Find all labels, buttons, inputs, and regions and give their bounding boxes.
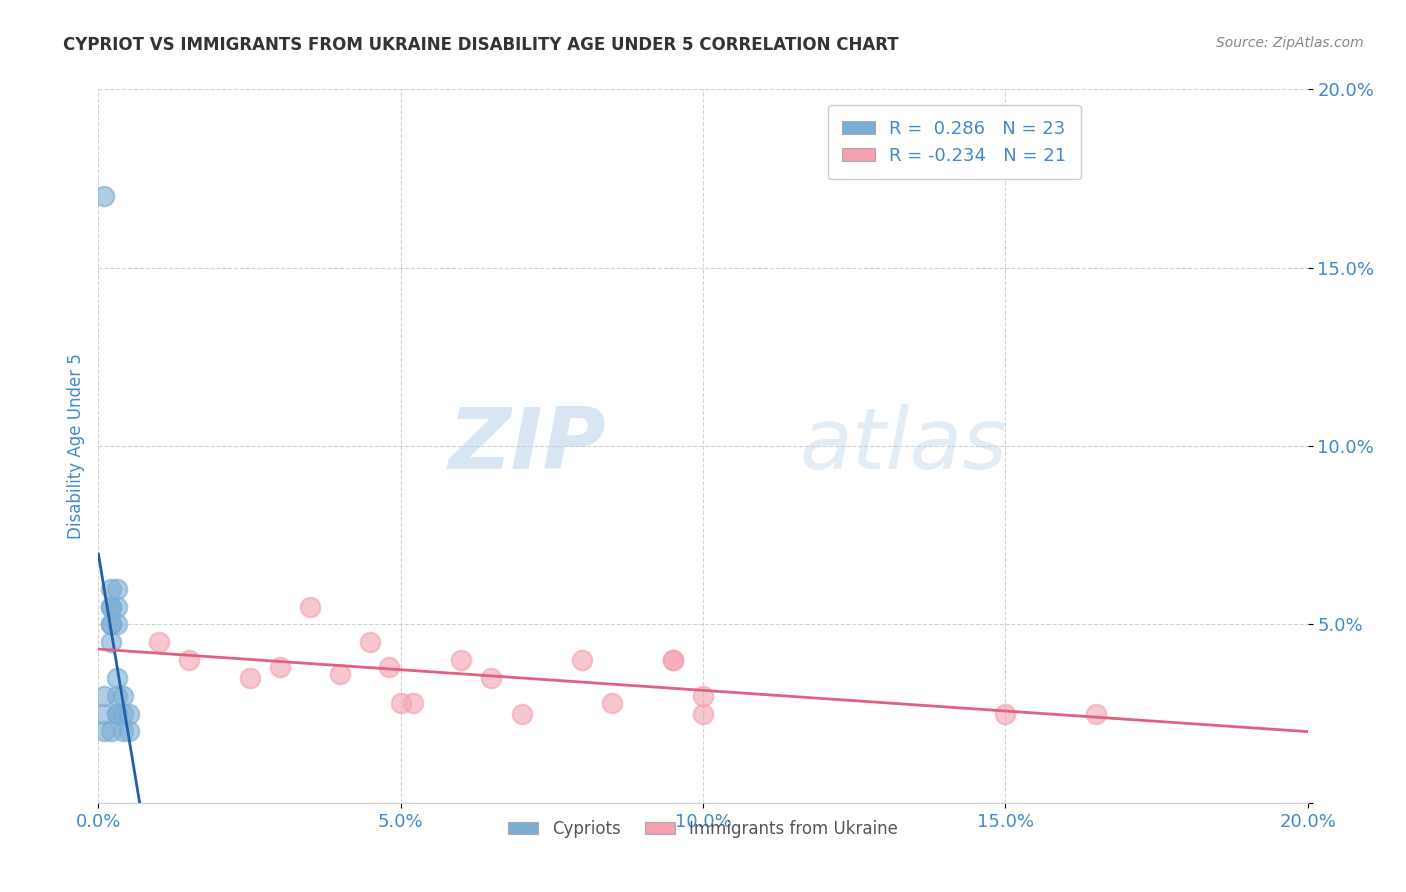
Point [93, 689, 115, 703]
Point [100, 599, 122, 614]
Point [100, 617, 122, 632]
Point [111, 706, 134, 721]
Text: ZIP: ZIP [449, 404, 606, 488]
Point [269, 660, 291, 674]
Point [105, 599, 128, 614]
Point [93, 189, 115, 203]
Point [571, 653, 593, 667]
Point [692, 706, 714, 721]
Point [100, 724, 122, 739]
Point [329, 667, 352, 681]
Legend: Cypriots, Immigrants from Ukraine: Cypriots, Immigrants from Ukraine [502, 814, 904, 845]
Point [481, 671, 503, 685]
Point [105, 689, 128, 703]
Point [661, 653, 683, 667]
Point [389, 696, 412, 710]
Point [692, 689, 714, 703]
Point [994, 706, 1017, 721]
Point [661, 653, 683, 667]
Point [105, 582, 128, 596]
Point [105, 706, 128, 721]
Text: Source: ZipAtlas.com: Source: ZipAtlas.com [1216, 36, 1364, 50]
Point [93, 724, 115, 739]
Text: atlas: atlas [800, 404, 1008, 488]
Point [111, 724, 134, 739]
Point [602, 696, 624, 710]
Point [100, 635, 122, 649]
Point [105, 706, 128, 721]
Point [93, 706, 115, 721]
Point [179, 653, 201, 667]
Point [105, 671, 128, 685]
Point [100, 582, 122, 596]
Point [450, 653, 472, 667]
Y-axis label: Disability Age Under 5: Disability Age Under 5 [66, 353, 84, 539]
Point [402, 696, 425, 710]
Point [100, 617, 122, 632]
Point [239, 671, 262, 685]
Point [148, 635, 170, 649]
Point [1085, 706, 1108, 721]
Point [360, 635, 382, 649]
Point [105, 617, 128, 632]
Point [100, 599, 122, 614]
Point [118, 724, 141, 739]
Point [299, 599, 322, 614]
Point [118, 706, 141, 721]
Point [510, 706, 533, 721]
Point [111, 689, 134, 703]
Point [377, 660, 399, 674]
Text: CYPRIOT VS IMMIGRANTS FROM UKRAINE DISABILITY AGE UNDER 5 CORRELATION CHART: CYPRIOT VS IMMIGRANTS FROM UKRAINE DISAB… [63, 36, 898, 54]
